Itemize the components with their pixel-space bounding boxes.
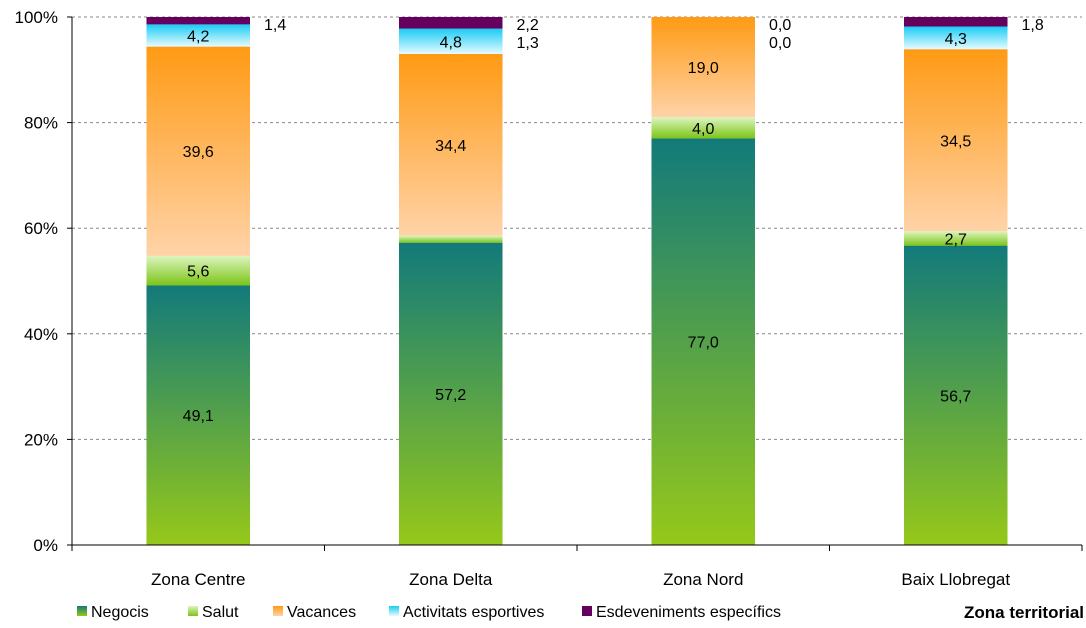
legend-item-activitats-esportives: Activitats esportives <box>389 604 544 621</box>
data-label-negocis: 56,7 <box>940 388 971 405</box>
bar-segment-activitats-esportives <box>903 26 1008 50</box>
y-tick-label: 100% <box>15 8 58 27</box>
y-tick-label: 60% <box>24 219 58 238</box>
bar-segment-salut <box>903 231 1008 246</box>
x-axis-title: Zona territorial <box>964 603 1084 622</box>
data-label-negocis: 49,1 <box>183 408 214 425</box>
data-label-activitats-esportives: 4,3 <box>945 31 967 48</box>
legend: Negocis Salut Vacances Activitats esportive… <box>77 604 781 621</box>
bar-segment-activitats-esportives <box>398 28 503 54</box>
y-axis-ticks: 0% 20% 40% 60% 80% 100% <box>15 8 72 555</box>
y-tick-label: 80% <box>24 114 58 133</box>
bar-segment-negocis <box>146 285 251 545</box>
x-tick-label: Baix Llobregat <box>901 570 1010 589</box>
data-label-negocis: 57,2 <box>435 387 466 404</box>
data-label-salut: 2,7 <box>945 231 967 248</box>
y-tick-label: 20% <box>24 430 58 449</box>
data-label-vacances: 19,0 <box>688 60 719 77</box>
bar-segment-negocis <box>651 138 756 545</box>
y-tick-label: 40% <box>24 325 58 344</box>
bar-segment-esdeveniments-especifics <box>903 17 1008 27</box>
data-label-activitats-esportives: 0,0 <box>769 35 791 52</box>
legend-swatch <box>77 606 87 616</box>
legend-label: Salut <box>202 604 239 621</box>
bar-segment-vacances <box>903 49 1008 232</box>
bar-segment-salut <box>651 117 756 139</box>
bar-segment-negocis <box>398 242 503 545</box>
bar-segment-activitats-esportives <box>146 24 251 47</box>
data-label-salut: 1,3 <box>517 35 539 52</box>
data-label-negocis: 77,0 <box>688 335 719 352</box>
legend-swatch <box>389 606 399 616</box>
bar-segment-salut <box>398 235 503 243</box>
data-label-esdeveniments-especifics: 1,8 <box>1022 17 1044 34</box>
legend-item-esdeveniments-especifics: Esdeveniments específics <box>582 604 781 621</box>
axes <box>71 17 1083 551</box>
legend-swatch <box>582 606 592 616</box>
data-label-activitats-esportives: 4,2 <box>187 28 209 45</box>
bar-segment-vacances <box>146 46 251 256</box>
legend-swatch <box>188 606 198 616</box>
data-label-esdeveniments-especifics: 1,4 <box>264 17 286 34</box>
legend-label: Esdeveniments específics <box>596 604 781 621</box>
legend-item-negocis: Negocis <box>77 604 149 621</box>
data-label-salut: 4,0 <box>692 121 714 138</box>
bars <box>146 17 1008 545</box>
data-label-esdeveniments-especifics: 0,0 <box>769 17 791 34</box>
data-labels: 49,1 5,6 39,6 4,2 1,4 57,2 34,4 4,8 2,21,3 77,0 4,… <box>183 17 1044 425</box>
x-tick-label: Zona Delta <box>409 570 493 589</box>
x-tick-label: Zona Nord <box>663 570 743 589</box>
y-tick-label: 0% <box>33 536 58 555</box>
legend-item-vacances: Vacances <box>273 604 356 621</box>
x-tick-label: Zona Centre <box>151 570 246 589</box>
legend-label: Activitats esportives <box>403 604 544 621</box>
bar-segment-negocis <box>903 245 1008 545</box>
legend-label: Negocis <box>91 604 149 621</box>
data-label-esdeveniments-especifics: 2,2 <box>517 17 539 34</box>
data-label-vacances: 39,6 <box>183 144 214 161</box>
legend-swatch <box>273 606 283 616</box>
bar-segment-esdeveniments-especifics <box>146 17 251 25</box>
legend-label: Vacances <box>287 604 356 621</box>
data-label-vacances: 34,5 <box>940 133 971 150</box>
bar-segment-salut <box>146 255 251 286</box>
bar-segment-vacances <box>398 53 503 236</box>
data-label-salut: 5,6 <box>187 264 209 281</box>
data-label-activitats-esportives: 4,8 <box>440 34 462 51</box>
legend-item-salut: Salut <box>188 604 239 621</box>
data-label-vacances: 34,4 <box>435 138 466 155</box>
bar-segment-vacances <box>651 17 756 118</box>
bar-segment-esdeveniments-especifics <box>398 17 503 29</box>
x-axis-categories: Zona Centre Zona Delta Zona Nord Baix Llobr… <box>151 570 1010 589</box>
